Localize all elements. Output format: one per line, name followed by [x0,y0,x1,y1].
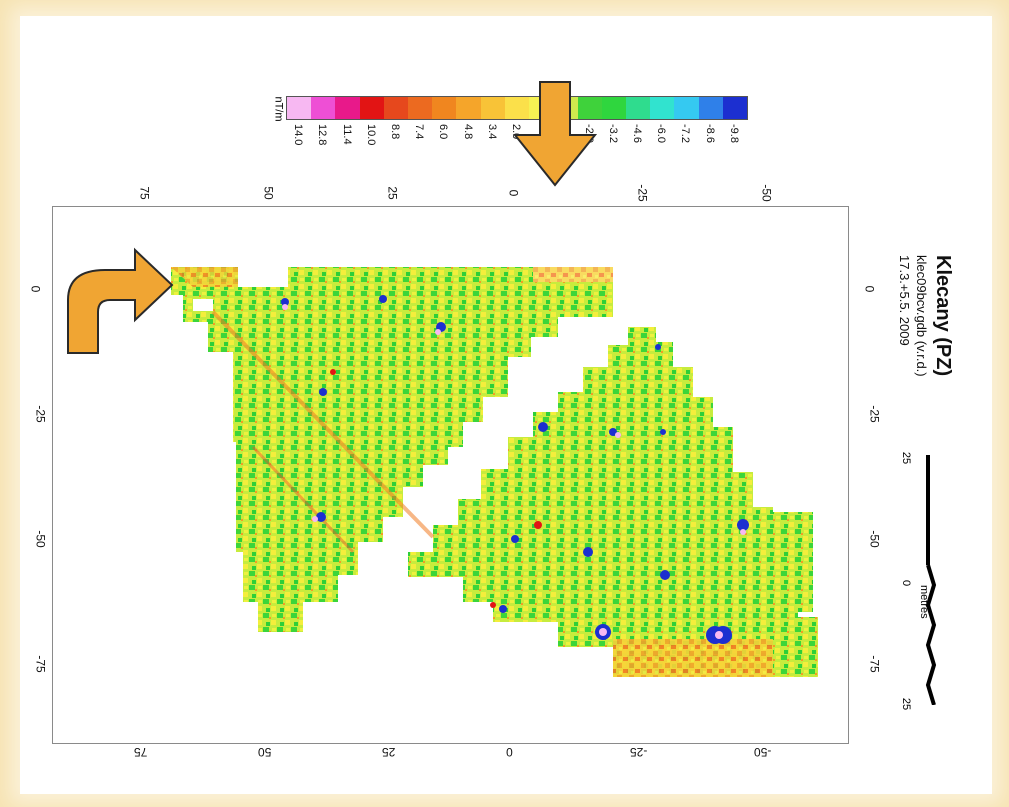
axis-tick-label: -25 [33,405,48,423]
colorbar-label: 12.8 [316,124,329,146]
colorbar-swatch [722,97,748,119]
colorbar-swatch [650,97,675,119]
magnetometry-map [171,267,818,677]
colorbar-label: 7.4 [413,124,426,140]
colorbar-swatch [359,97,385,119]
axis-tick-label: 25 [385,186,400,200]
survey-area-main [171,267,613,632]
axis-tick-label: -50 [754,745,772,759]
scale-label-mid: 0 [900,579,913,587]
colorbar-swatch [456,97,482,119]
file-name: klec09bcv.gdb (v.r.d.) [914,255,929,377]
axis-tick-label: -50 [33,530,48,548]
colorbar-label: -7.2 [679,124,692,143]
colorbar-swatch [408,97,433,119]
scale-bar [925,455,937,705]
survey-area-south [408,327,818,677]
colorbar-label: 11.4 [340,124,353,145]
colorbar-label: 6.0 [437,124,450,140]
scale-label-top: 25 [900,451,913,465]
axis-tick-label: -25 [630,745,648,759]
orange-down-arrow [512,81,598,187]
scale-unit: metres [918,585,930,619]
colorbar-label: 3.4 [485,124,498,140]
colorbar-swatch [601,97,627,119]
axis-tick-label: 0 [506,189,521,197]
colorbar-swatch [698,97,724,119]
colorbar-swatch [504,97,530,119]
map-frame [52,206,849,744]
colorbar-label: 4.8 [461,124,474,140]
axis-tick-label: -50 [867,530,882,548]
axis-tick-label: 0 [28,285,43,293]
colorbar-swatch [383,97,409,119]
axis-tick-label: 75 [134,745,148,759]
colorbar-label: -9.8 [727,124,740,143]
axis-tick-label: -50 [759,184,774,202]
colorbar-label: -4.6 [631,124,644,143]
colorbar-label: 8.8 [388,124,401,140]
colorbar-label: 10.0 [364,124,377,146]
axis-tick-label: -75 [867,655,882,673]
colorbar-label: -3.2 [606,124,619,143]
axis-tick-label: 50 [258,745,272,759]
colorbar-swatch [335,97,361,119]
axis-tick-label: -25 [867,405,882,423]
colorbar-swatch [287,97,312,119]
axis-tick-label: -25 [635,184,650,202]
orange-curved-arrow [67,247,174,354]
warm-anomaly-band [613,639,773,677]
colorbar-swatch [674,97,700,119]
colorbar-swatch [577,97,603,119]
title-block: Klecany (PZ) klec09bcv.gdb (v.r.d.) 17.3… [897,255,954,377]
colorbar-label: -6.0 [655,124,668,143]
survey-dates: 17.3.+5.5. 2009 [897,255,912,346]
axis-tick-label: 0 [506,745,513,759]
dipole-anomalies [281,295,749,644]
axis-tick-label: 0 [862,285,877,293]
axis-tick-label: 25 [382,745,396,759]
axis-tick-label: 75 [137,186,152,200]
map-title: Klecany (PZ) [932,255,954,377]
axis-tick-label: -75 [33,655,48,673]
colorbar-label: 14.0 [292,124,305,146]
colorbar-swatch [480,97,506,119]
axis-tick-label: 50 [261,186,276,200]
colorbar-swatch [432,97,457,119]
scale-label-bottom: 25 [900,697,913,711]
colorbar-label: -8.6 [703,124,716,143]
colorbar-swatch [311,97,336,119]
colorbar-swatch [625,97,651,119]
colorbar-unit-label: nT/m [272,96,285,122]
